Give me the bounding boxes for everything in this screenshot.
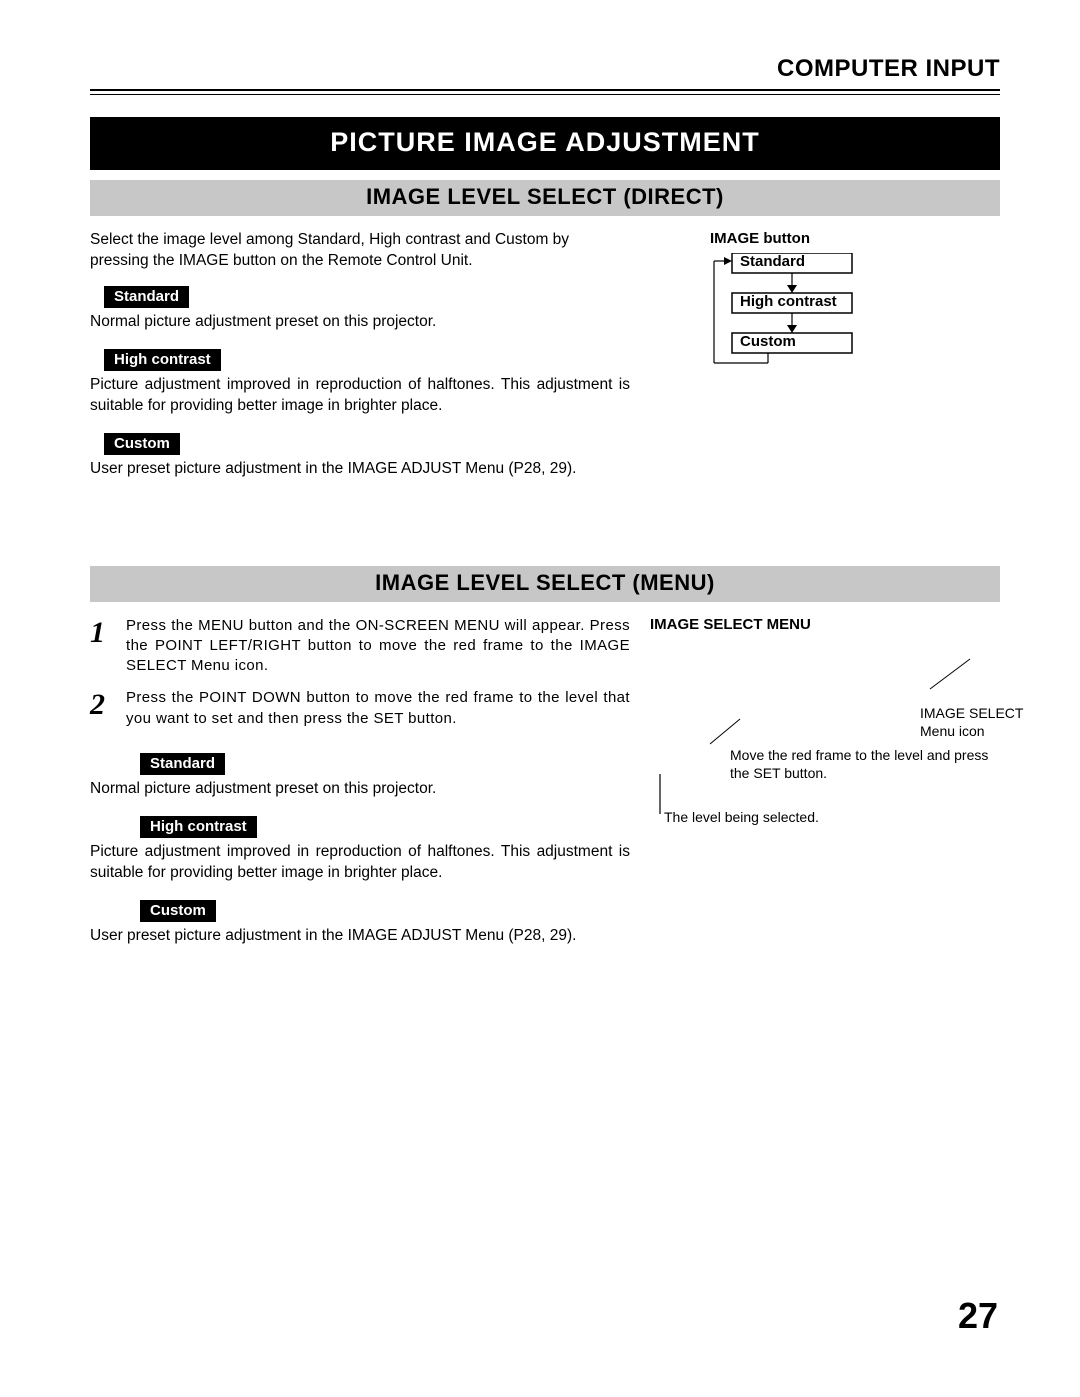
desc2-standard: Normal picture adjustment preset on this… [90, 779, 630, 800]
section2-left: 1 Press the MENU button and the ON-SCREE… [90, 616, 630, 963]
chip2-standard: Standard [140, 753, 225, 775]
chip2-custom: Custom [140, 900, 216, 922]
section1-columns: Select the image level among Standard, H… [90, 230, 1000, 496]
annot-icon: IMAGE SELECT Menu icon [920, 704, 1030, 740]
step-2: 2 Press the POINT DOWN button to move th… [90, 688, 630, 729]
step-1-num: 1 [90, 616, 126, 648]
chip2-highcontrast: High contrast [140, 816, 257, 838]
main-banner: PICTURE IMAGE ADJUSTMENT [90, 117, 1000, 170]
desc-highcontrast: Picture adjustment improved in reproduct… [90, 375, 630, 417]
section2-right: IMAGE SELECT MENU IMAGE SELECT Menu icon… [650, 616, 1000, 963]
page-number: 27 [958, 1295, 998, 1337]
flow-opt-2: High contrast [740, 292, 837, 312]
flow-opt-1: Standard [740, 252, 805, 272]
annot-level: The level being selected. [664, 808, 964, 826]
section2-columns: 1 Press the MENU button and the ON-SCREE… [90, 616, 1000, 963]
flow-opt-3: Custom [740, 332, 796, 352]
desc2-custom: User preset picture adjustment in the IM… [90, 926, 630, 947]
step-2-num: 2 [90, 688, 126, 720]
section2-title: IMAGE LEVEL SELECT (MENU) [90, 566, 1000, 602]
desc2-highcontrast: Picture adjustment improved in reproduct… [90, 842, 630, 884]
desc-standard: Normal picture adjustment preset on this… [90, 312, 630, 333]
image-button-flow: IMAGE button [710, 230, 1000, 383]
double-rule [90, 89, 1000, 95]
desc-custom: User preset picture adjustment in the IM… [90, 459, 630, 480]
section1-title: IMAGE LEVEL SELECT (DIRECT) [90, 180, 1000, 216]
chip-standard: Standard [104, 286, 189, 308]
flow-title: IMAGE button [710, 230, 1000, 247]
section1-intro: Select the image level among Standard, H… [90, 230, 630, 272]
step-2-text: Press the POINT DOWN button to move the … [126, 688, 630, 729]
section2-wrap: IMAGE LEVEL SELECT (MENU) 1 Press the ME… [90, 566, 1000, 963]
menu-title: IMAGE SELECT MENU [650, 616, 1000, 633]
section1-right: IMAGE button [650, 230, 1000, 496]
step-1-text: Press the MENU button and the ON-SCREEN … [126, 616, 630, 677]
flow-svg [710, 253, 870, 383]
chip-custom: Custom [104, 433, 180, 455]
header-title: COMPUTER INPUT [90, 55, 1000, 89]
section2-descs: Standard Normal picture adjustment prese… [90, 753, 630, 947]
section1-left: Select the image level among Standard, H… [90, 230, 630, 496]
annot-frame: Move the red frame to the level and pres… [730, 746, 990, 782]
chip-highcontrast: High contrast [104, 349, 221, 371]
step-1: 1 Press the MENU button and the ON-SCREE… [90, 616, 630, 677]
